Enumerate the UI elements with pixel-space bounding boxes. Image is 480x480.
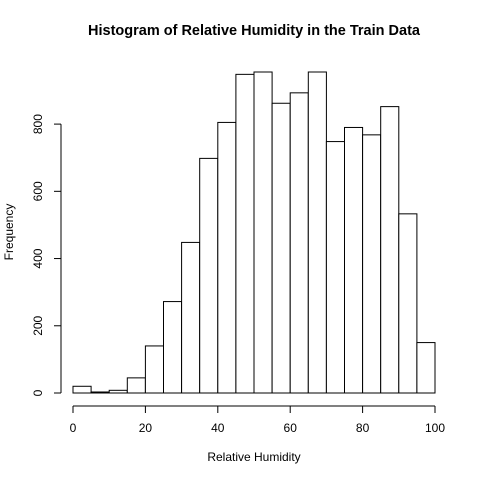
- chart-title: Histogram of Relative Humidity in the Tr…: [88, 23, 421, 39]
- histogram-bar: [126, 377, 146, 394]
- histogram-bar: [344, 126, 364, 394]
- y-axis-label: Frequency: [2, 204, 16, 261]
- x-tick-label: 60: [284, 421, 298, 435]
- histogram-bar: [163, 301, 183, 394]
- histogram-bar: [181, 241, 201, 394]
- histogram-bar: [380, 106, 400, 394]
- y-tick-label: 400: [31, 248, 45, 268]
- x-tick-label: 0: [70, 421, 77, 435]
- histogram-bar: [307, 71, 327, 394]
- histogram-bar: [72, 385, 92, 394]
- x-axis-label: Relative Humidity: [207, 450, 300, 464]
- histogram-bar: [325, 141, 345, 394]
- x-tick-label: 20: [139, 421, 153, 435]
- histogram-bar: [235, 73, 255, 394]
- x-tick-label: 40: [211, 421, 225, 435]
- histogram-bar: [90, 391, 110, 394]
- y-tick-label: 200: [31, 315, 45, 335]
- y-tick-label: 600: [31, 181, 45, 201]
- y-axis: 0 200 400 600 800: [31, 114, 62, 396]
- histogram-bar: [253, 71, 273, 394]
- histogram-bar: [271, 102, 291, 394]
- y-tick-label: 0: [31, 389, 45, 396]
- x-tick-label: 100: [425, 421, 445, 435]
- histogram-bar: [217, 121, 237, 394]
- histogram-bar: [199, 157, 219, 394]
- y-tick-label: 800: [31, 114, 45, 134]
- histogram-bar: [362, 134, 382, 394]
- histogram-bar: [398, 213, 418, 394]
- histogram-bar: [289, 92, 309, 394]
- histogram-bar: [144, 345, 164, 394]
- histogram-bar: [108, 389, 128, 394]
- bars-group: [72, 71, 436, 394]
- x-tick-label: 80: [356, 421, 370, 435]
- x-axis: 0 20 40 60 80 100: [70, 405, 445, 435]
- histogram-bar: [416, 342, 436, 394]
